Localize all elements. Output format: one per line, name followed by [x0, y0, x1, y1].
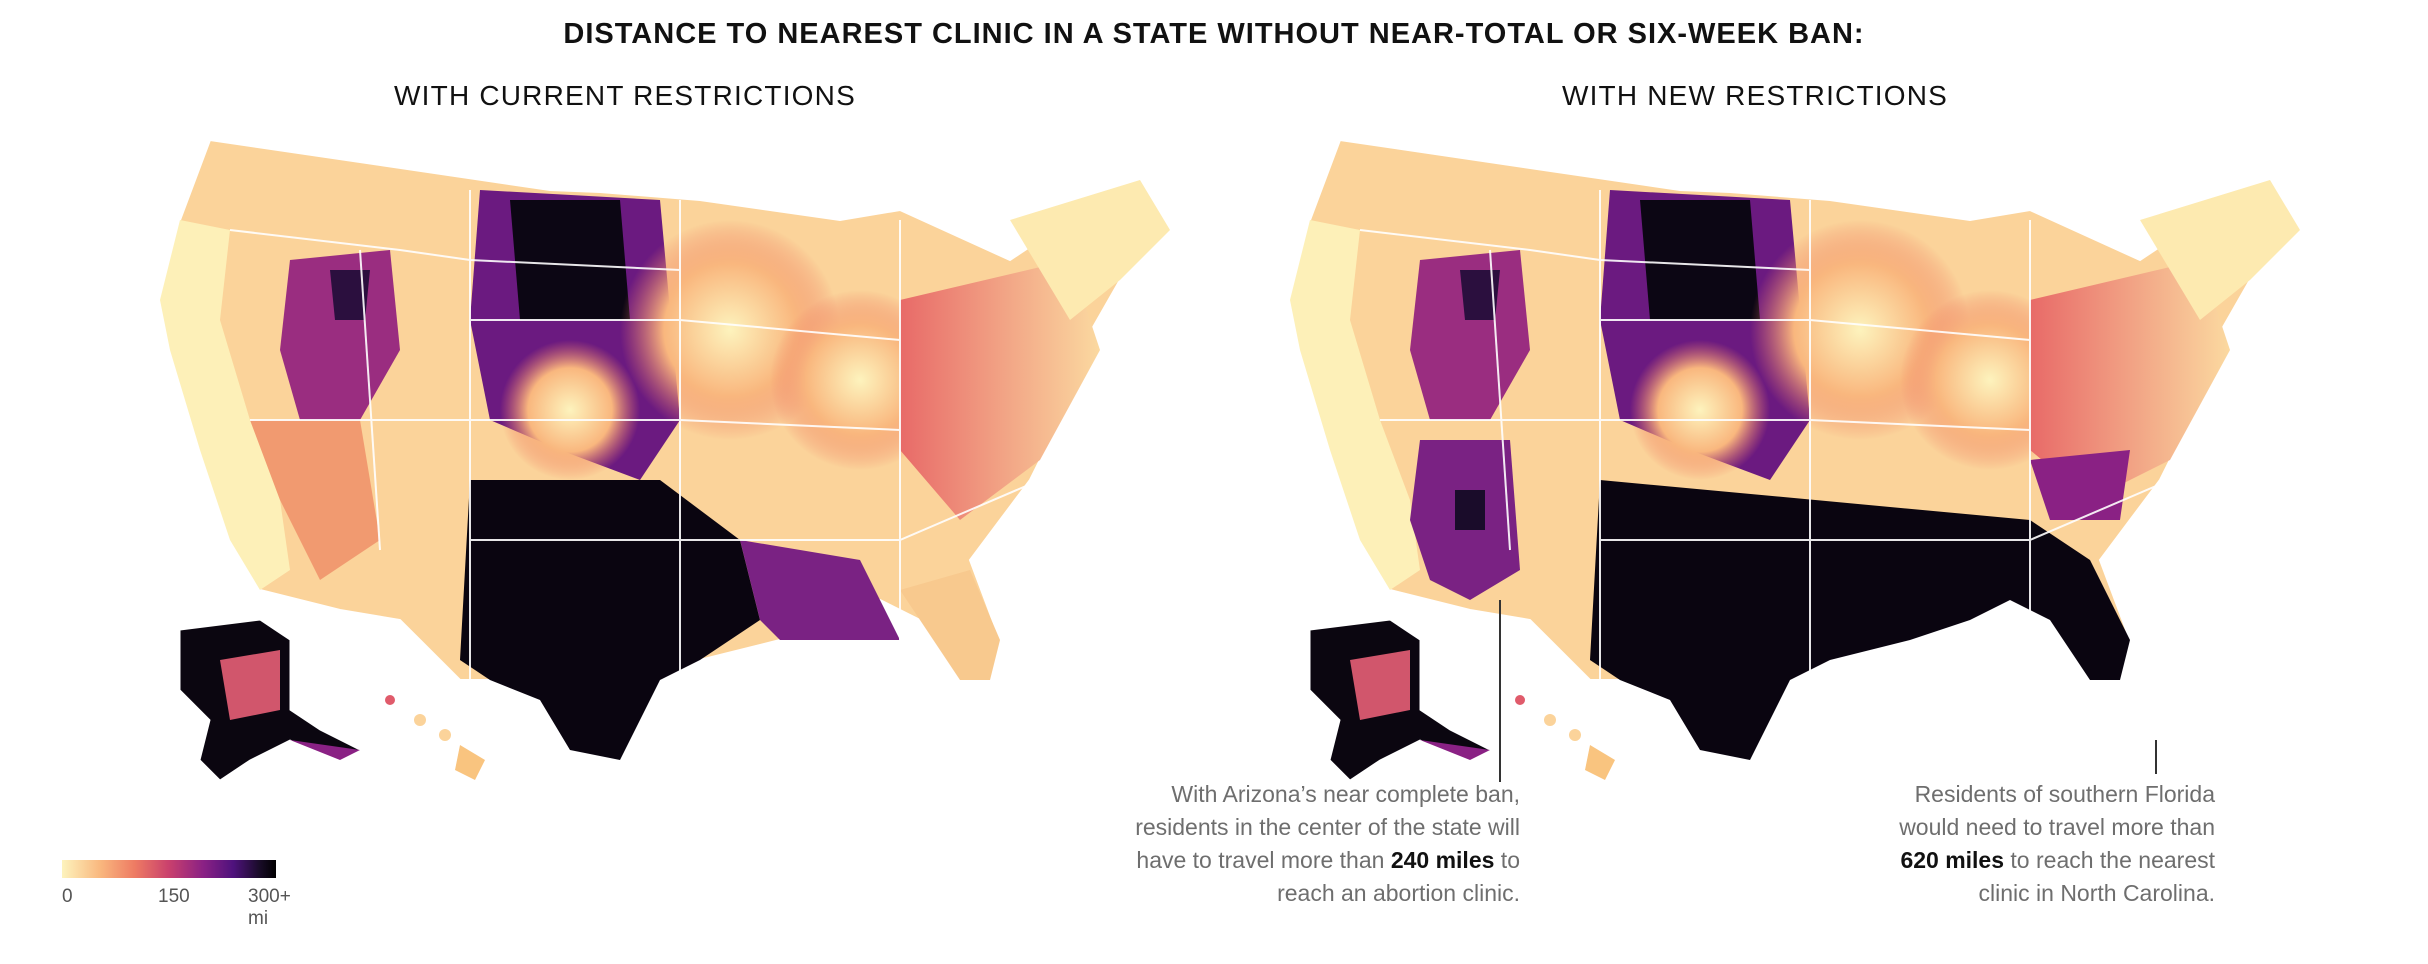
arizona-distance: 240 miles	[1390, 847, 1495, 873]
florida-annotation-line3: 620 miles to reach the nearest	[1795, 844, 2215, 877]
right-panel-subtitle: WITH NEW RESTRICTIONS	[1561, 80, 1949, 111]
hawaii-left	[385, 695, 485, 780]
hawaii-right	[1515, 695, 1615, 780]
florida-distance: 620 miles	[1900, 847, 2005, 873]
arizona-annotation: With Arizona’s near complete ban, reside…	[1080, 778, 1520, 910]
florida-annotation-line4: clinic in North Carolina.	[1978, 880, 2215, 906]
arizona-annotation-line1: With Arizona’s near complete ban,	[1171, 781, 1520, 807]
contiguous-us-right	[1288, 138, 2302, 762]
contiguous-us-left	[158, 138, 1172, 762]
legend-tick-min: 0	[62, 886, 73, 907]
map-title: DISTANCE TO NEAREST CLINIC IN A STATE WI…	[563, 18, 1865, 50]
legend-tick-mid: 150	[158, 886, 190, 907]
alaska-left	[179, 619, 362, 781]
left-panel-subtitle: WITH CURRENT RESTRICTIONS	[394, 80, 856, 111]
legend-tick-max: 300+ mi	[248, 886, 291, 929]
arizona-annotation-line2: residents in the center of the state wil…	[1135, 814, 1520, 840]
florida-annotation-line1: Residents of southern Florida	[1914, 781, 2215, 807]
alaska-right	[1309, 619, 1492, 781]
florida-annotation-line3-post: to reach the nearest	[2004, 847, 2215, 873]
map-current-restrictions	[158, 138, 1172, 781]
legend-color-bar	[62, 860, 276, 878]
map-new-restrictions	[1288, 138, 2302, 781]
arizona-annotation-line4: reach an abortion clinic.	[1277, 880, 1520, 906]
arizona-leader-line	[1499, 600, 1501, 782]
arizona-annotation-line3-pre: have to travel more than	[1136, 847, 1391, 873]
distance-legend: 0 150 300+ mi	[62, 860, 291, 929]
arizona-annotation-line3-post: to	[1494, 847, 1520, 873]
arizona-annotation-line3: have to travel more than 240 miles to	[1080, 844, 1520, 877]
florida-annotation: Residents of southern Florida would need…	[1795, 778, 2215, 910]
florida-annotation-line2: would need to travel more than	[1899, 814, 2215, 840]
florida-leader-line	[2155, 740, 2157, 774]
